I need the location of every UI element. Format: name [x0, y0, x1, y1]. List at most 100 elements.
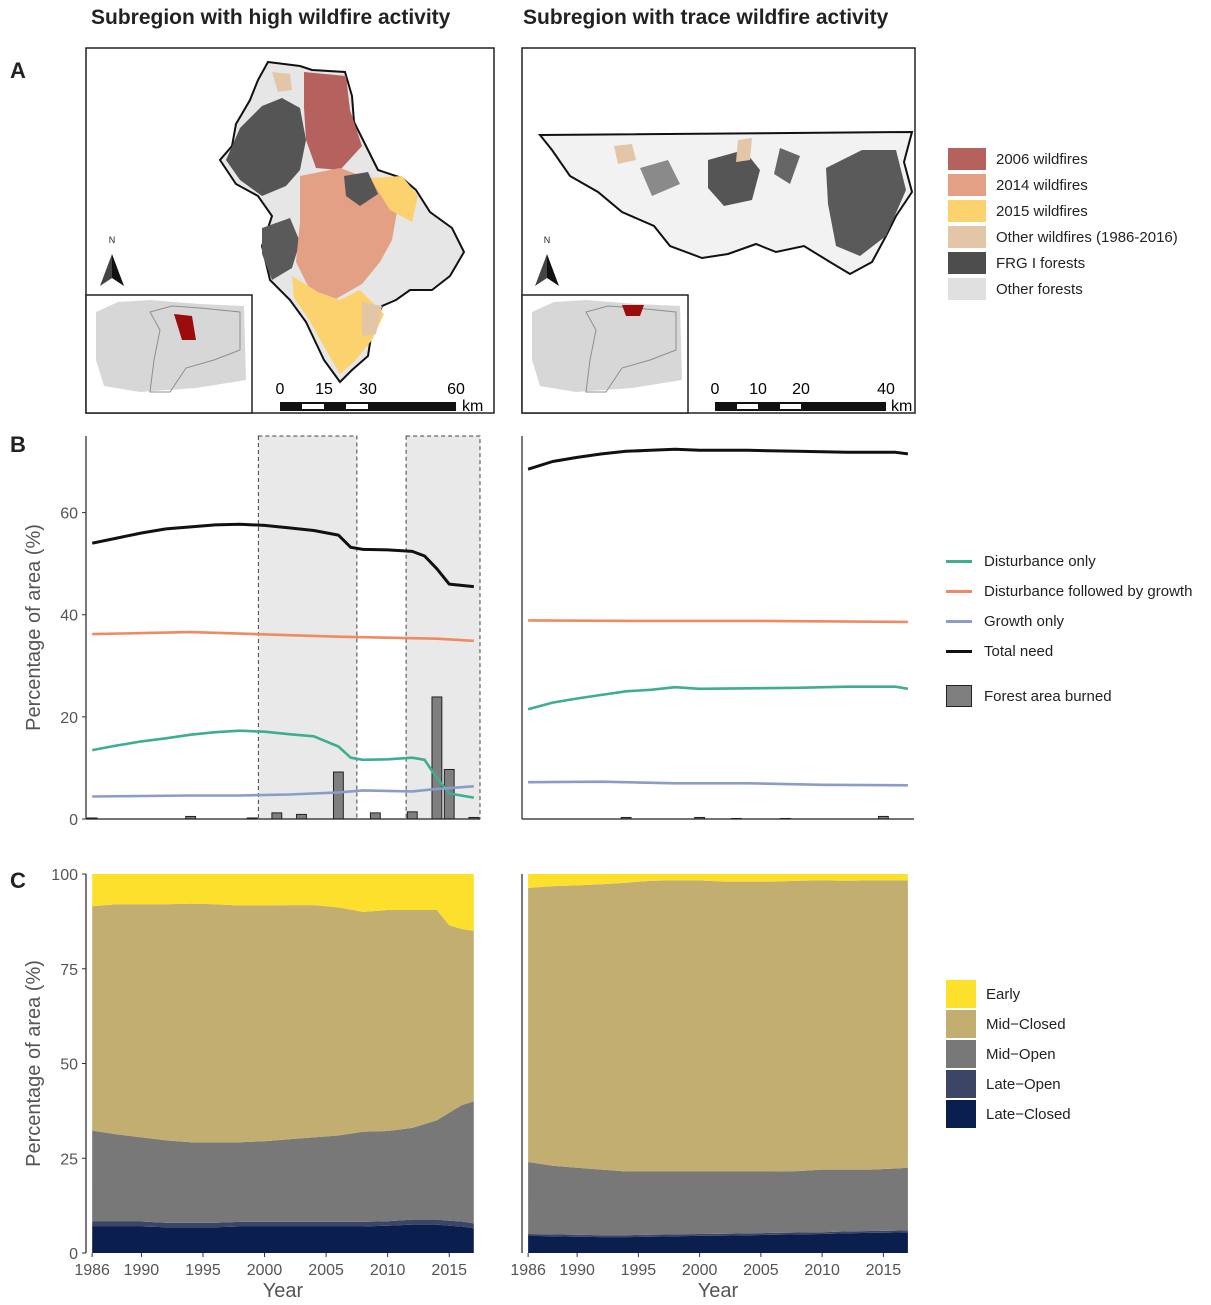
y-tick-label: 50	[60, 1057, 78, 1074]
burned-bar	[332, 771, 344, 820]
y-axis-label: Percentage of area (%)	[23, 960, 45, 1167]
map-legend-label: 2015 wildfires	[996, 202, 1088, 220]
map-legend-swatch	[948, 226, 986, 248]
y-tick-label: 20	[60, 710, 78, 727]
right-inset-map	[521, 294, 689, 414]
right-north-arrow: N	[535, 235, 559, 286]
left-scale-tick-0: 0	[276, 381, 285, 398]
stacked-area	[92, 1101, 474, 1224]
legend-b-bar-swatch	[946, 685, 972, 707]
legend-c-label: Late−Open	[986, 1075, 1061, 1093]
left-north-arrow: N	[100, 235, 124, 286]
shaded-period	[405, 435, 481, 820]
map-legend-swatch	[948, 200, 986, 222]
map-legend-item: 2015 wildfires	[948, 200, 1088, 222]
x-axis-label: Year	[263, 1280, 304, 1302]
right-subregion-map	[537, 130, 914, 276]
stacked-area	[528, 880, 908, 1172]
legend-b-label: Disturbance only	[984, 553, 1096, 570]
legend-c-item: Early	[946, 980, 1020, 1008]
x-tick-label: 2010	[804, 1262, 840, 1279]
left-scale-unit: km	[462, 398, 483, 415]
right-scale-tick-0: 0	[711, 381, 720, 398]
legend-b-label: Total need	[984, 643, 1054, 660]
stacked-area	[528, 1162, 908, 1236]
legend-b-item: Forest area burned	[946, 685, 1112, 707]
map-legend-label: FRG I forests	[996, 254, 1086, 272]
legend-c-label: Late−Closed	[986, 1105, 1071, 1123]
map-legend-label: Other wildfires (1986-2016)	[996, 228, 1178, 246]
stacked-area	[92, 874, 474, 931]
y-tick-label: 0	[69, 812, 78, 829]
right-scale-tick-40: 40	[877, 381, 895, 398]
panel-letter-c: C	[10, 868, 26, 893]
left-scale-bar: 0 15 30 60 km	[276, 381, 484, 415]
series-line	[92, 630, 474, 643]
x-tick-label: 2005	[308, 1262, 344, 1279]
x-tick-label: 1995	[185, 1262, 221, 1279]
left-scale-tick-30: 30	[359, 381, 377, 398]
legend-c-label: Mid−Open	[986, 1045, 1056, 1063]
left-inset-map	[85, 294, 253, 414]
x-tick-label: 1990	[559, 1262, 595, 1279]
map-legend-item: FRG I forests	[948, 252, 1085, 274]
legend-b-swatch	[946, 590, 972, 593]
x-tick-label: 2000	[682, 1262, 718, 1279]
map-legend-item: 2006 wildfires	[948, 148, 1088, 170]
x-tick-label: 2010	[370, 1262, 406, 1279]
legend-b-label: Growth only	[984, 613, 1065, 630]
series-line	[91, 522, 474, 589]
map-legend-swatch	[948, 278, 986, 300]
series-line	[528, 619, 908, 624]
legend-b-swatch	[946, 620, 972, 623]
stacked-area	[92, 903, 474, 1143]
legend-c-item: Late−Closed	[946, 1100, 1071, 1128]
legend-c-swatch	[946, 1010, 976, 1038]
stacked-area	[92, 1224, 474, 1253]
legend-b-swatch	[946, 650, 972, 653]
legend-c-label: Mid−Closed	[986, 1015, 1066, 1033]
x-tick-label: 2005	[743, 1262, 779, 1279]
legend-c-swatch	[946, 1040, 976, 1068]
legend-c-item: Mid−Closed	[946, 1010, 1066, 1038]
series-line	[527, 447, 909, 471]
legend-c-item: Late−Open	[946, 1070, 1061, 1098]
right-north-label: N	[544, 235, 551, 245]
map-legend-item: 2014 wildfires	[948, 174, 1088, 196]
stacked-area	[528, 874, 908, 889]
x-tick-label: 1986	[74, 1262, 110, 1279]
legend-c-swatch	[946, 980, 976, 1008]
legend-c-label: Early	[986, 985, 1021, 1003]
y-tick-label: 25	[60, 1151, 78, 1168]
map-legend-swatch	[948, 174, 986, 196]
y-tick-label: 100	[51, 867, 78, 884]
panel-letter-b: B	[10, 432, 26, 457]
legend-b-swatch	[946, 560, 972, 563]
x-tick-label: 2000	[247, 1262, 283, 1279]
map-legend-label: Other forests	[996, 280, 1083, 298]
panel-letter-a: A	[10, 58, 26, 83]
y-tick-label: 0	[69, 1246, 78, 1263]
map-legend-item: Other forests	[948, 278, 1083, 300]
right-scale-tick-20: 20	[792, 381, 810, 398]
burned-bar	[406, 811, 418, 820]
x-tick-label: 2015	[431, 1262, 467, 1279]
y-tick-label: 75	[60, 962, 78, 979]
map-panel: N 0 15 30 60 km N 0 10	[85, 47, 916, 415]
stacked-area	[92, 1219, 474, 1229]
burned-bar	[369, 812, 381, 820]
legend-c-swatch	[946, 1070, 976, 1098]
left-north-label: N	[109, 235, 116, 245]
x-tick-label: 1986	[510, 1262, 546, 1279]
legend-c-swatch	[946, 1100, 976, 1128]
burned-bar	[296, 813, 307, 820]
right-column-title: Subregion with trace wildfire activity	[523, 6, 889, 29]
y-axis-label: Percentage of area (%)	[23, 524, 45, 731]
x-axis-label: Year	[698, 1280, 739, 1302]
burned-bar	[431, 696, 443, 820]
right-scale-tick-10: 10	[749, 381, 767, 398]
stacked-area	[528, 1230, 908, 1238]
legend-b-label: Forest area burned	[984, 687, 1112, 705]
y-tick-label: 60	[60, 506, 78, 523]
